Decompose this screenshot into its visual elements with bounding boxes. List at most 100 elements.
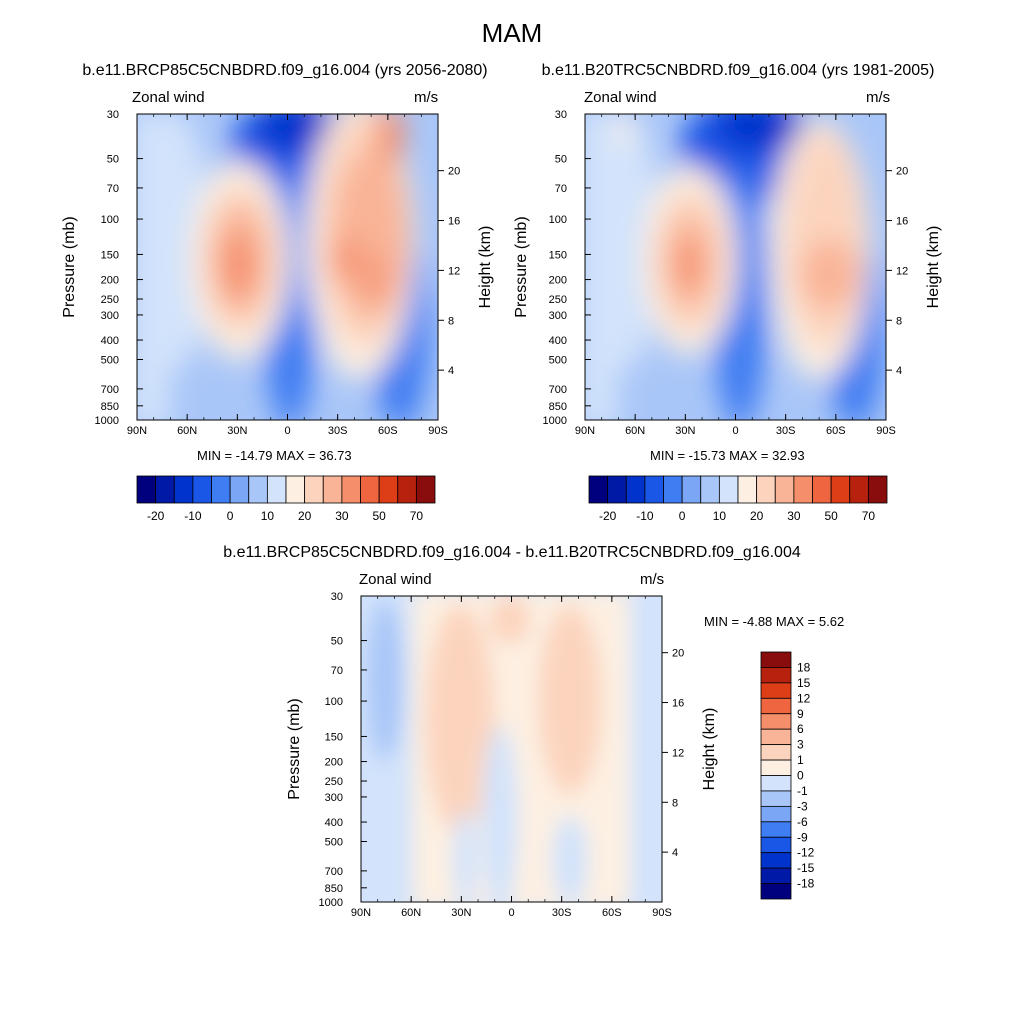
panel3-ytick-label: 300 bbox=[325, 792, 343, 804]
panel2-colorbar-box bbox=[737, 475, 758, 504]
panel3-colorbar-box bbox=[760, 744, 792, 761]
panel1-ytick-label: 850 bbox=[101, 401, 119, 413]
panel3-title: b.e11.BRCP85C5CNBDRD.f09_g16.004 - b.e11… bbox=[223, 544, 801, 561]
panel3-ytick-label: 100 bbox=[325, 696, 343, 708]
panel2-colorbar-box bbox=[793, 475, 813, 504]
panel1-colorbar-box bbox=[136, 475, 157, 504]
panel2-ytick-label: 400 bbox=[549, 335, 567, 347]
panel2-colorbar-label: -20 bbox=[599, 509, 617, 523]
panel3-ytick-label: 1000 bbox=[319, 897, 343, 909]
panel1-ytick-label: 400 bbox=[101, 335, 119, 347]
panel2-title: b.e11.B20TRC5CNBDRD.f09_g16.004 (yrs 198… bbox=[541, 62, 935, 79]
panel2-xtick-label: 30N bbox=[675, 425, 695, 437]
panel3-field bbox=[361, 596, 662, 902]
panel2-colorbar-label: -10 bbox=[636, 509, 654, 523]
panel3-colorbar-label: 12 bbox=[797, 691, 811, 705]
panel1-colorbar-label: -20 bbox=[147, 509, 165, 523]
panel3-ytick-label: 200 bbox=[325, 757, 343, 769]
panel1-colorbar-box bbox=[304, 475, 324, 504]
panel1-ytick-label: 200 bbox=[101, 275, 119, 287]
panel3-xtick-label: 30S bbox=[552, 907, 572, 919]
panel1-ytick-label: 30 bbox=[107, 109, 119, 121]
panel2-xtick-label: 60N bbox=[625, 425, 645, 437]
panel2-colorbar-box bbox=[625, 475, 646, 504]
panel3-ytick-label: 500 bbox=[325, 837, 343, 849]
panel1-field bbox=[137, 114, 438, 420]
panel1-colorbar-label: 20 bbox=[298, 509, 312, 523]
panel2-ytick-label: 700 bbox=[549, 384, 567, 396]
panel3-colorbar-label: -18 bbox=[797, 877, 815, 891]
panel3-colorbar-box bbox=[760, 682, 792, 699]
panel1-ytick-label: 100 bbox=[101, 214, 119, 226]
panel1-xtick-label: 30S bbox=[328, 425, 348, 437]
panel2-ylabel: Pressure (mb) bbox=[513, 216, 530, 317]
panel1-colorbar-box bbox=[192, 475, 212, 504]
panel2-ytick-label: 500 bbox=[549, 355, 567, 367]
panel3-ytick-right-label: 12 bbox=[672, 747, 684, 759]
panel3-colorbar-label: 6 bbox=[797, 722, 804, 736]
panel1-colorbar-label: 10 bbox=[261, 509, 275, 523]
panel2-ytick-label: 150 bbox=[549, 249, 567, 261]
panel3-ytick-label: 150 bbox=[325, 731, 343, 743]
panel3-minmax: MIN = -4.88 MAX = 5.62 bbox=[704, 614, 845, 629]
panel3-ytick-label: 30 bbox=[331, 591, 343, 603]
panel2-colorbar-label: 30 bbox=[787, 509, 801, 523]
panel3-colorbar-label: -15 bbox=[797, 861, 815, 875]
panel2-xtick-label: 90N bbox=[575, 425, 595, 437]
panel3-xtick-label: 60S bbox=[602, 907, 622, 919]
panel2-ytick-right-label: 12 bbox=[896, 265, 908, 277]
panel2-xtick-label: 60S bbox=[826, 425, 846, 437]
panel2-xtick-label: 90S bbox=[876, 425, 896, 437]
panel3-colorbar-box bbox=[760, 713, 792, 730]
panel3-colorbar-label: -6 bbox=[797, 815, 808, 829]
panel3-ytick-label: 50 bbox=[331, 636, 343, 648]
panel3-colorbar-label: 1 bbox=[797, 753, 804, 767]
panel1-ytick-label: 50 bbox=[107, 154, 119, 166]
panel3-colorbar-box bbox=[760, 883, 792, 900]
panel1-xtick-label: 90N bbox=[127, 425, 147, 437]
panel1-colorbar-box bbox=[378, 475, 399, 504]
panel1-ytick-label: 700 bbox=[101, 384, 119, 396]
panel2-colorbar-box bbox=[867, 475, 888, 504]
panel1-colorbar-label: 50 bbox=[372, 509, 386, 523]
panel2-ylabel-right: Height (km) bbox=[925, 226, 942, 309]
panel3-ytick-label: 250 bbox=[325, 776, 343, 788]
panel2-colorbar-box bbox=[588, 475, 609, 504]
panel2-colorbar-box bbox=[849, 475, 869, 504]
panel1-title: b.e11.BRCP85C5CNBDRD.f09_g16.004 (yrs 20… bbox=[82, 62, 488, 79]
panel3-ytick-right-label: 20 bbox=[672, 648, 684, 660]
panel1-colorbar-box bbox=[322, 475, 343, 504]
panel2-ytick-right-label: 20 bbox=[896, 166, 908, 178]
panel3-colorbar-box bbox=[760, 790, 792, 807]
panel2-minmax: MIN = -15.73 MAX = 32.93 bbox=[650, 448, 805, 463]
panel3-colorbar-label: -3 bbox=[797, 799, 808, 813]
panel3-ytick-right-label: 8 bbox=[672, 797, 678, 809]
panel1-xtick-label: 60S bbox=[378, 425, 398, 437]
panel1-xtick-label: 30N bbox=[227, 425, 247, 437]
panel3-colorbar-box bbox=[760, 697, 792, 715]
panel1-ytick-label: 150 bbox=[101, 249, 119, 261]
panel3-colorbar-box bbox=[760, 805, 792, 823]
panel3-colorbar-box bbox=[760, 821, 792, 838]
panel2-ytick-label: 70 bbox=[555, 183, 567, 195]
panel1-colorbar-label: -10 bbox=[184, 509, 202, 523]
panel2-ytick-label: 1000 bbox=[543, 415, 567, 427]
figure-title: MAM bbox=[481, 18, 543, 48]
panel2-ytick-right-label: 8 bbox=[896, 315, 902, 327]
panel3-colorbar-box bbox=[760, 651, 792, 668]
panel3-ytick-label: 70 bbox=[331, 665, 343, 677]
panel1-colorbar-box bbox=[229, 475, 250, 504]
panel3-colorbar-box bbox=[760, 836, 792, 854]
panel1-ytick-label: 500 bbox=[101, 355, 119, 367]
panel2-ytick-right-label: 4 bbox=[896, 365, 902, 377]
panel1-minmax: MIN = -14.79 MAX = 36.73 bbox=[197, 448, 352, 463]
panel3-colorbar-box bbox=[760, 728, 792, 746]
panel2-ytick-label: 30 bbox=[555, 109, 567, 121]
panel3-colorbar-box bbox=[760, 867, 792, 884]
panel3-ytick-right-label: 4 bbox=[672, 847, 678, 859]
panel2-colorbar-box bbox=[681, 475, 702, 504]
panel1-colorbar-box bbox=[415, 475, 436, 504]
panel3-xtick-label: 30N bbox=[451, 907, 471, 919]
panel3-colorbar-label: 9 bbox=[797, 707, 804, 721]
